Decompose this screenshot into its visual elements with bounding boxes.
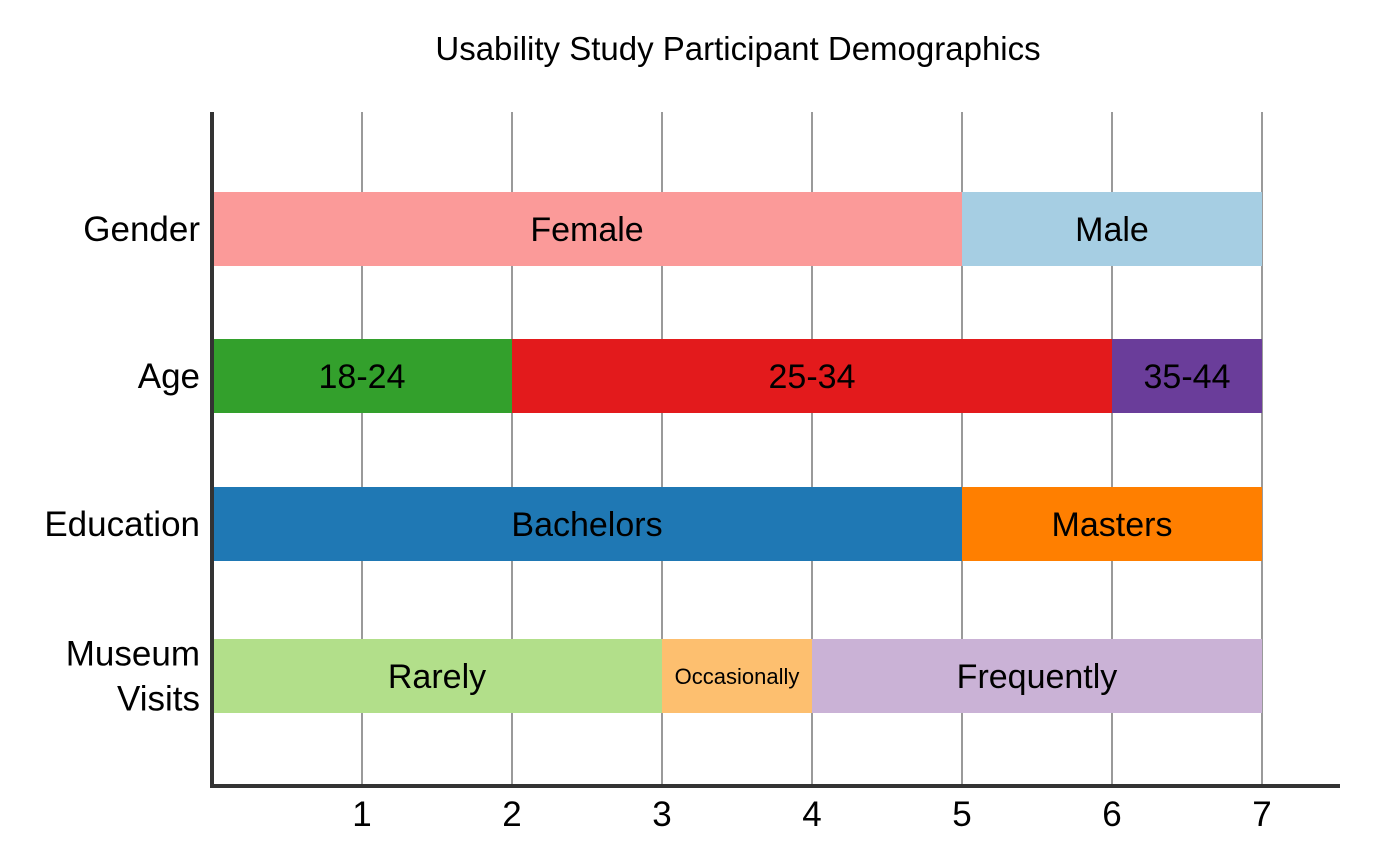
bar-label-25-34: 25-34 (769, 358, 856, 396)
category-label-gender: Gender (83, 210, 200, 249)
bar-gender-male (962, 192, 1262, 266)
x-tick-label-5: 5 (952, 795, 971, 834)
bar-label-frequently: Frequently (957, 658, 1118, 696)
bar-label-occasionally: Occasionally (675, 664, 800, 689)
bar-museum-visits-rarely (212, 639, 662, 713)
x-tick-label-7: 7 (1252, 795, 1271, 834)
bar-label-18-24: 18-24 (319, 358, 406, 396)
bar-gender-female (212, 192, 962, 266)
bar-education-bachelors (212, 487, 962, 561)
x-tick-labels: 1 2 3 4 5 6 7 (352, 795, 1271, 834)
bar-education-masters (962, 487, 1262, 561)
bars: Female Male 18-24 25-34 35-44 Bachelors Master… (212, 192, 1262, 713)
x-tick-label-6: 6 (1102, 795, 1121, 834)
category-labels: Gender Age Education Museum Visits (44, 210, 200, 719)
bar-label-male: Male (1075, 211, 1149, 249)
chart-title: Usability Study Participant Demographics (435, 30, 1040, 67)
bar-age-35-44 (1112, 339, 1262, 413)
category-label-age: Age (138, 357, 200, 396)
bar-museum-visits-frequently (812, 639, 1262, 713)
x-tick-label-3: 3 (652, 795, 671, 834)
bar-age-18-24 (212, 339, 512, 413)
x-tick-label-4: 4 (802, 795, 821, 834)
x-tick-label-1: 1 (352, 795, 371, 834)
bar-label-rarely: Rarely (388, 658, 486, 696)
category-label-museum-visits-2: Visits (117, 680, 200, 719)
category-label-museum-visits-1: Museum (66, 635, 200, 674)
bar-age-25-34 (512, 339, 1112, 413)
bar-label-masters: Masters (1052, 506, 1173, 544)
bar-label-female: Female (530, 211, 643, 249)
bar-museum-visits-occasionally (662, 639, 812, 713)
category-label-education: Education (44, 505, 200, 544)
x-tick-label-2: 2 (502, 795, 521, 834)
bar-label-35-44: 35-44 (1144, 358, 1231, 396)
bar-label-bachelors: Bachelors (511, 506, 662, 544)
